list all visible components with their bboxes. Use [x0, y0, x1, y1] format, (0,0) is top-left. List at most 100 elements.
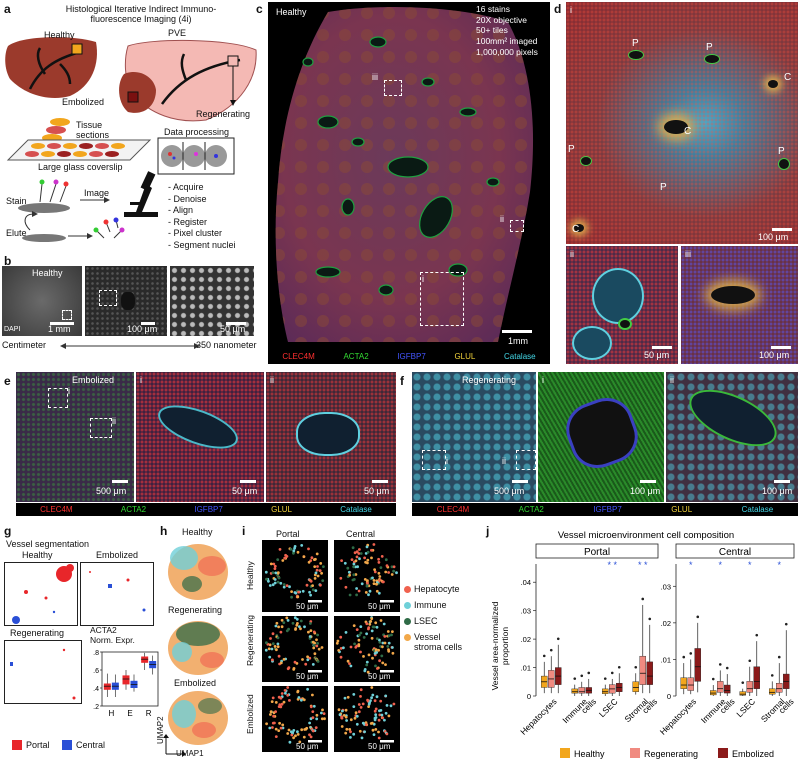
j-significance-star: *	[689, 560, 693, 570]
j-category-label: LSEC	[734, 696, 757, 719]
j-ytick: 0	[527, 692, 531, 701]
j-significance-star: *	[718, 560, 722, 570]
i-legend-hepatocyte: Hepatocyte	[414, 584, 460, 594]
panel-a-title-line1: Histological Iterative Indirect Immuno-	[65, 4, 217, 14]
a-regenerating-label: Regenerating	[196, 109, 251, 119]
i-cell-map-tile: 50 μm	[262, 616, 328, 682]
i-row-regenerating: Regenerating	[245, 614, 255, 666]
g-box-title-line1: ACTA2	[90, 625, 117, 635]
f-i-label: i	[542, 375, 544, 385]
panel-a-schematic	[5, 37, 257, 242]
a-step: - Segment nuclei	[168, 239, 236, 250]
h-embolized-label: Embolized	[174, 678, 217, 688]
b-scalebar-2	[141, 322, 155, 325]
g-box	[141, 656, 149, 663]
eluted-antibodies	[93, 217, 125, 239]
c-vessels	[302, 36, 500, 296]
j-outlier	[556, 637, 560, 641]
f-main-scalebar	[512, 480, 528, 483]
e-i-vessel	[152, 396, 244, 458]
i-legend-vessel-dot	[404, 634, 411, 641]
panel-a-label: a	[4, 2, 11, 16]
i-legend-vessel: Vessel	[414, 632, 441, 642]
j-outlier	[696, 615, 700, 619]
b-scalebar-1	[50, 322, 74, 325]
j-box	[571, 688, 578, 694]
i-cell-map-tile: 50 μm	[334, 616, 400, 682]
b-tile-1mm: Healthy DAPI 1 mm	[2, 266, 82, 336]
c-scale-label: 1mm	[508, 336, 528, 346]
j-box	[578, 687, 585, 694]
d-central-vein-2	[768, 80, 778, 88]
g-legend-central: Central	[76, 740, 106, 750]
f-roi-ii-box	[516, 450, 536, 470]
h-healthy-label: Healthy	[182, 527, 213, 537]
a-stain-label: Stain	[6, 196, 27, 206]
h-xaxis-label: UMAP1	[176, 749, 204, 758]
g-xtick: E	[127, 709, 132, 718]
j-facet-title: Central	[719, 547, 751, 558]
d-iii-vessel	[711, 286, 755, 304]
g-legend-portal: Portal	[26, 740, 50, 750]
c-info-block: 16 stains 20X objective 50+ tiles 100mm²…	[476, 4, 538, 57]
c-tissue-svg	[275, 7, 534, 343]
d-i-scale: 100 μm	[758, 232, 789, 242]
d-ii-label: ii	[570, 249, 574, 259]
j-outlier	[770, 674, 774, 677]
f-main-scale: 500 μm	[494, 486, 525, 496]
j-legend-label: Embolized	[732, 749, 774, 759]
j-legend-swatch	[560, 748, 570, 758]
c-roi-i-label: i	[422, 274, 424, 284]
j-ytick: .02	[661, 619, 671, 628]
panel-i-label: i	[242, 524, 246, 538]
c-roi-ii-label: ii	[500, 214, 504, 224]
healthy-roi-box	[71, 43, 83, 55]
e-i-label: i	[140, 375, 142, 385]
j-outlier	[587, 671, 591, 675]
f-roi-i-label: i	[446, 456, 448, 466]
i-tile-scale: 50 μm	[368, 602, 391, 611]
d-i-scalebar	[772, 228, 792, 231]
j-facet-strip	[675, 543, 795, 559]
h-umap-regenerating	[168, 621, 228, 675]
j-boxplot-chart: Vessel microenvironment cell composition…	[490, 530, 796, 759]
j-box	[769, 688, 776, 695]
e-roi-i-label: i	[68, 386, 70, 396]
j-outlier	[573, 677, 577, 680]
j-ytick: .02	[521, 635, 531, 644]
i-row-healthy: Healthy	[245, 561, 255, 590]
j-ylabel-line2: proportion	[500, 627, 510, 666]
a-step: - Align	[168, 205, 194, 216]
i-tile-scale: 50 μm	[368, 742, 391, 751]
e-roi-i-box	[48, 388, 68, 408]
b-tile-50um: 50 μm	[170, 266, 254, 336]
c-image-frame: Healthy 16 stains 20X objective 50+ tile…	[268, 2, 550, 364]
c-roi-iii-label: iii	[372, 72, 378, 82]
c-info-line: 20X objective	[476, 14, 528, 25]
f-title: Regenerating	[462, 375, 517, 385]
g-ytick: .6	[93, 668, 99, 675]
e-ii-scale: 50 μm	[364, 486, 390, 496]
i-legend-stroma: stroma cells	[414, 642, 463, 652]
j-box	[776, 682, 783, 693]
j-category-label: LSEC	[597, 696, 620, 719]
panel-j-label: j	[486, 524, 490, 538]
d-iii-image: iii 100 μm	[681, 246, 798, 364]
f-i-scale: 100 μm	[630, 486, 661, 496]
b-zoom-box-2	[99, 290, 117, 306]
j-outlier	[617, 665, 621, 669]
panel-a-title: Histological Iterative Indirect Immuno- …	[36, 4, 246, 25]
stain-igfbp7-label: IGFBP7	[194, 505, 223, 514]
g-xtick: H	[108, 709, 114, 718]
f-roi-ii-label: ii	[502, 456, 506, 466]
i-tile-scale: 50 μm	[296, 602, 319, 611]
h-umap-healthy	[168, 544, 228, 600]
a-coverslip-label: Large glass coverslip	[38, 162, 123, 172]
f-i-vessel	[558, 390, 646, 476]
e-ii-scalebar	[372, 480, 388, 483]
coverslip-shape	[6, 139, 152, 161]
d-central-vein-3	[574, 224, 584, 232]
i-cell-map-tile: 50 μm	[334, 686, 400, 752]
e-ii-label: ii	[270, 375, 274, 385]
j-category-label: Hepatocytes	[658, 696, 698, 736]
